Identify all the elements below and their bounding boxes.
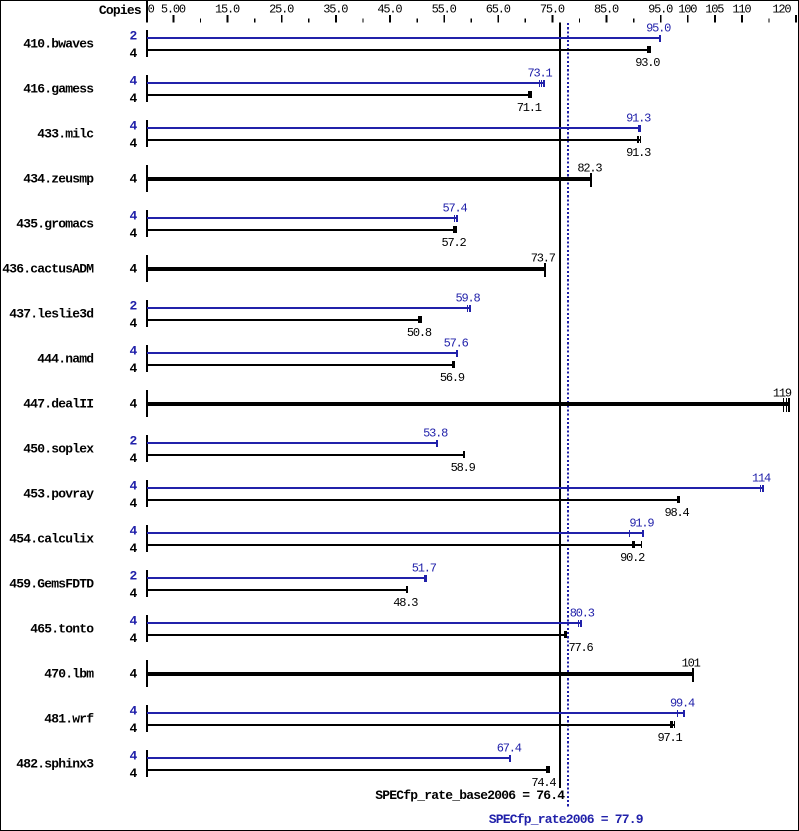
svg-text:4: 4 xyxy=(130,397,138,412)
svg-text:91.3: 91.3 xyxy=(626,112,651,126)
svg-text:53.8: 53.8 xyxy=(423,427,448,441)
svg-text:410.bwaves: 410.bwaves xyxy=(23,37,94,52)
svg-text:73.7: 73.7 xyxy=(531,251,556,265)
svg-text:80.3: 80.3 xyxy=(570,607,595,621)
svg-text:4: 4 xyxy=(130,91,138,106)
svg-text:2: 2 xyxy=(130,298,138,313)
svg-text:114: 114 xyxy=(752,472,771,486)
svg-text:95.0: 95.0 xyxy=(648,2,673,16)
svg-text:50.8: 50.8 xyxy=(407,326,432,340)
svg-text:4: 4 xyxy=(130,172,138,187)
svg-text:71.1: 71.1 xyxy=(517,101,542,115)
svg-text:4: 4 xyxy=(130,118,138,133)
svg-text:4: 4 xyxy=(130,667,138,682)
svg-text:98.4: 98.4 xyxy=(665,506,690,520)
svg-text:4: 4 xyxy=(130,361,138,376)
svg-text:470.lbm: 470.lbm xyxy=(44,667,94,682)
svg-text:4: 4 xyxy=(130,136,138,151)
svg-text:4: 4 xyxy=(130,226,138,241)
svg-text:2: 2 xyxy=(130,433,138,448)
svg-text:100: 100 xyxy=(678,2,697,16)
svg-text:90.2: 90.2 xyxy=(620,551,645,565)
svg-text:101: 101 xyxy=(682,656,701,670)
svg-text:35.0: 35.0 xyxy=(323,2,348,16)
svg-text:450.soplex: 450.soplex xyxy=(23,442,94,457)
svg-text:51.7: 51.7 xyxy=(412,562,437,576)
svg-text:444.namd: 444.namd xyxy=(37,352,93,367)
svg-text:77.6: 77.6 xyxy=(569,641,594,655)
svg-text:95.0: 95.0 xyxy=(646,22,671,36)
svg-text:57.4: 57.4 xyxy=(443,202,468,216)
svg-text:67.4: 67.4 xyxy=(497,742,522,756)
svg-text:56.9: 56.9 xyxy=(440,371,465,385)
svg-text:435.gromacs: 435.gromacs xyxy=(16,217,94,232)
svg-text:48.3: 48.3 xyxy=(393,596,418,610)
svg-text:481.wrf: 481.wrf xyxy=(44,712,94,727)
svg-text:453.povray: 453.povray xyxy=(23,487,94,502)
svg-text:4: 4 xyxy=(130,748,138,763)
svg-text:119: 119 xyxy=(773,386,792,400)
svg-text:5.00: 5.00 xyxy=(161,2,186,16)
svg-text:SPECfp_rate2006 = 77.9: SPECfp_rate2006 = 77.9 xyxy=(489,812,644,827)
svg-text:434.zeusmp: 434.zeusmp xyxy=(23,172,94,187)
svg-text:482.sphinx3: 482.sphinx3 xyxy=(16,757,94,772)
svg-text:91.3: 91.3 xyxy=(626,146,651,160)
svg-text:2: 2 xyxy=(130,28,138,43)
svg-text:4: 4 xyxy=(130,343,138,358)
svg-text:SPECfp_rate_base2006 = 76.4: SPECfp_rate_base2006 = 76.4 xyxy=(375,788,565,803)
svg-text:465.tonto: 465.tonto xyxy=(30,622,94,637)
svg-text:74.4: 74.4 xyxy=(531,776,556,790)
svg-text:97.1: 97.1 xyxy=(658,731,683,745)
svg-text:4: 4 xyxy=(130,721,138,736)
svg-text:55.0: 55.0 xyxy=(432,2,457,16)
svg-text:85.0: 85.0 xyxy=(594,2,619,16)
svg-text:57.6: 57.6 xyxy=(444,337,469,351)
svg-text:4: 4 xyxy=(130,496,138,511)
svg-text:59.8: 59.8 xyxy=(456,292,481,306)
svg-text:58.9: 58.9 xyxy=(451,461,476,475)
svg-text:99.4: 99.4 xyxy=(670,697,695,711)
svg-text:4: 4 xyxy=(130,766,138,781)
svg-text:437.leslie3d: 437.leslie3d xyxy=(9,307,93,322)
svg-text:459.GemsFDTD: 459.GemsFDTD xyxy=(9,577,94,592)
svg-text:4: 4 xyxy=(130,208,138,223)
svg-text:110: 110 xyxy=(732,2,751,16)
svg-text:4: 4 xyxy=(130,586,138,601)
svg-text:105: 105 xyxy=(705,2,724,16)
svg-text:73.1: 73.1 xyxy=(528,67,553,81)
svg-text:4: 4 xyxy=(130,451,138,466)
svg-text:25.0: 25.0 xyxy=(269,2,294,16)
svg-text:436.cactusADM: 436.cactusADM xyxy=(2,262,94,277)
svg-text:Copies: Copies xyxy=(99,3,142,18)
svg-text:4: 4 xyxy=(130,262,138,277)
svg-text:57.2: 57.2 xyxy=(441,236,466,250)
svg-text:15.0: 15.0 xyxy=(215,2,240,16)
svg-text:4: 4 xyxy=(130,541,138,556)
svg-text:447.dealII: 447.dealII xyxy=(23,397,93,412)
svg-text:4: 4 xyxy=(130,523,138,538)
svg-text:4: 4 xyxy=(130,478,138,493)
svg-text:433.milc: 433.milc xyxy=(37,127,94,142)
svg-text:93.0: 93.0 xyxy=(635,56,660,70)
svg-text:75.0: 75.0 xyxy=(540,2,565,16)
svg-text:91.9: 91.9 xyxy=(629,517,654,531)
svg-text:0: 0 xyxy=(148,2,155,16)
svg-text:45.0: 45.0 xyxy=(377,2,402,16)
svg-text:4: 4 xyxy=(130,631,138,646)
svg-text:4: 4 xyxy=(130,703,138,718)
svg-text:4: 4 xyxy=(130,316,138,331)
svg-text:454.calculix: 454.calculix xyxy=(9,532,94,547)
svg-text:4: 4 xyxy=(130,46,138,61)
svg-text:120: 120 xyxy=(772,2,791,16)
svg-text:416.gamess: 416.gamess xyxy=(23,82,94,97)
svg-text:65.0: 65.0 xyxy=(486,2,511,16)
svg-text:4: 4 xyxy=(130,613,138,628)
svg-text:82.3: 82.3 xyxy=(577,161,602,175)
svg-text:4: 4 xyxy=(130,73,138,88)
svg-text:2: 2 xyxy=(130,568,138,583)
